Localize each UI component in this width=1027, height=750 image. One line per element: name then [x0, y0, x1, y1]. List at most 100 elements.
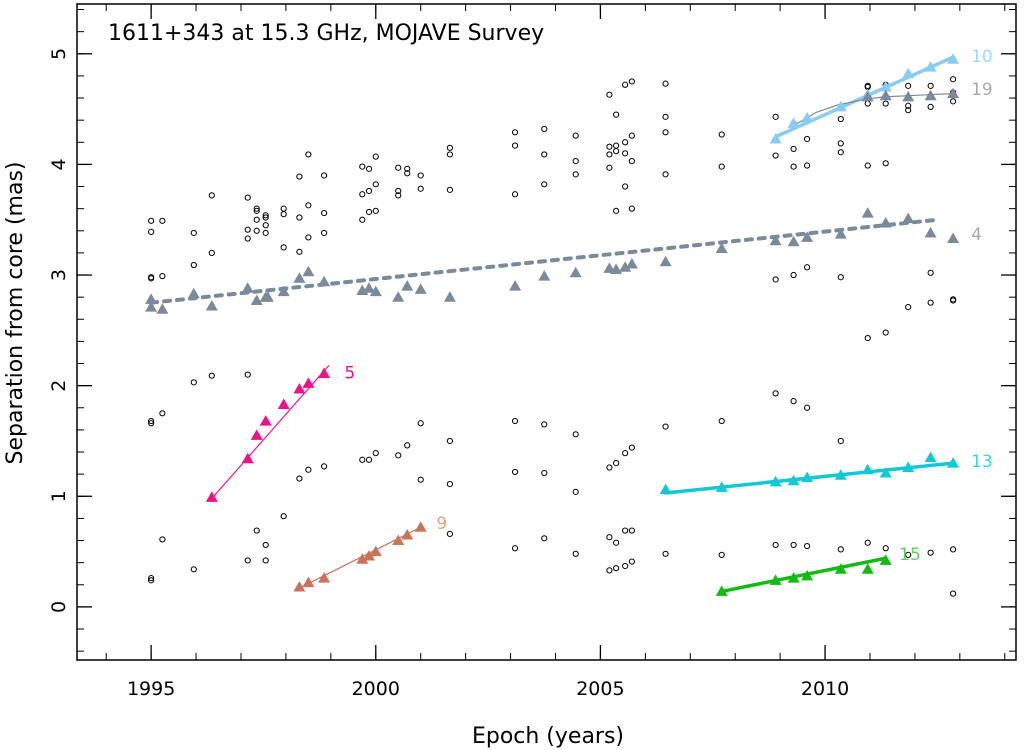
background-point [772, 390, 779, 397]
component-13-point [861, 463, 874, 475]
background-point [837, 274, 844, 281]
component-13-point [715, 481, 728, 492]
minor-ticks [77, 4, 1016, 660]
background-point [790, 271, 797, 279]
background-point [772, 276, 779, 283]
background-point [321, 172, 328, 179]
background-point [148, 417, 155, 425]
background-point [572, 550, 579, 557]
background-point [159, 273, 166, 280]
background-point [359, 163, 366, 170]
background-point [541, 125, 548, 133]
background-point [905, 107, 912, 114]
background-point [296, 248, 303, 255]
background-point [628, 205, 635, 212]
component-10-point [801, 111, 814, 123]
component-4-point [924, 227, 937, 238]
y-tick-label: 4 [48, 158, 70, 170]
background-point [950, 590, 957, 597]
background-point [613, 148, 620, 155]
background-point [950, 546, 957, 553]
background-point [837, 140, 844, 147]
background-point [772, 541, 779, 549]
background-point [280, 244, 287, 251]
component-4-point [509, 280, 522, 291]
background-point [159, 217, 166, 224]
background-point [511, 142, 519, 149]
component-5-point [302, 377, 315, 388]
background-point [718, 551, 725, 559]
background-point [837, 437, 844, 445]
background-point [905, 82, 912, 89]
component-labels: 4 5 9 10 19 13 15 [344, 47, 992, 565]
background-point [622, 450, 629, 457]
background-point [541, 181, 548, 188]
background-point [511, 129, 519, 136]
component-4-point [293, 272, 306, 283]
component-label-4: 4 [971, 225, 982, 245]
component-19-point [947, 87, 960, 99]
background-point [404, 165, 411, 172]
background-point [927, 82, 934, 89]
background-point [803, 264, 811, 271]
background-point [244, 226, 251, 233]
component-label-15: 15 [899, 545, 921, 565]
background-point [572, 488, 579, 495]
background-points [148, 76, 957, 597]
component-15-point [787, 572, 800, 583]
background-point [190, 229, 197, 237]
component-label-13: 13 [971, 452, 993, 472]
component-4-point [369, 285, 382, 297]
x-tick-label: 2010 [801, 678, 849, 700]
background-point [905, 102, 912, 109]
background-point [622, 183, 629, 190]
background-point [572, 157, 579, 165]
component-9-point [369, 545, 382, 557]
component-9-point [318, 572, 331, 583]
background-point [244, 235, 251, 242]
background-point [882, 329, 889, 336]
component-9-point [392, 534, 405, 545]
background-point [606, 164, 613, 171]
background-point [628, 78, 635, 85]
background-point [365, 165, 373, 172]
background-point [662, 550, 669, 557]
background-point [446, 144, 454, 151]
background-point [882, 160, 889, 167]
component-15-point [801, 569, 814, 581]
component-5-point [259, 415, 272, 426]
background-point [606, 143, 613, 150]
background-point [864, 334, 871, 342]
background-point [837, 149, 844, 156]
background-point [446, 530, 454, 537]
fit-line-15 [719, 556, 888, 594]
component-label-10: 10 [971, 47, 993, 67]
component-19-point [879, 89, 892, 101]
background-point [404, 170, 411, 177]
background-point [365, 187, 373, 195]
component-10-point [902, 67, 915, 79]
component-9-point [414, 521, 427, 532]
component-4-point [610, 263, 623, 274]
background-point [148, 228, 155, 235]
background-point [280, 211, 287, 218]
background-point [159, 536, 166, 543]
series-points [145, 53, 960, 596]
component-4-point [787, 235, 800, 247]
background-point [372, 207, 379, 214]
background-point [446, 186, 454, 193]
background-point [253, 227, 260, 234]
fit-lines [149, 55, 955, 594]
component-19-point [861, 90, 874, 102]
background-point [718, 417, 725, 425]
component-10-point [787, 117, 800, 128]
background-point [296, 173, 303, 180]
component-4-point [659, 255, 672, 267]
x-tick-label: 1995 [127, 678, 175, 700]
background-point [253, 216, 260, 223]
background-point [662, 171, 669, 178]
background-point [511, 191, 519, 198]
y-tick-labels: 0 1 2 3 4 5 [48, 48, 70, 613]
background-point [190, 379, 197, 386]
